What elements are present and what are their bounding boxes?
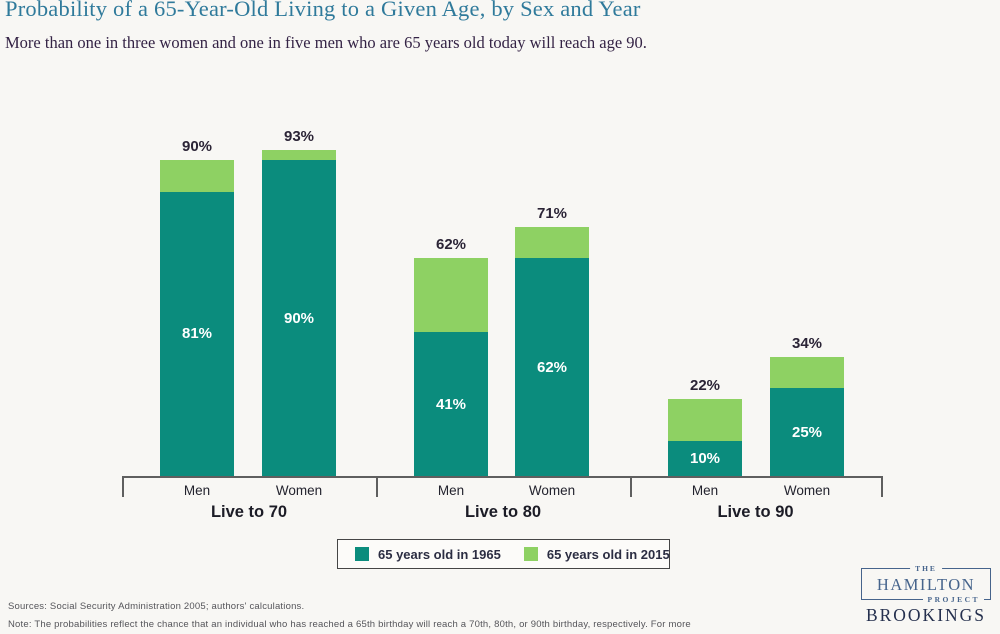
group-label-0: Live to 70 [210,503,288,521]
bar-live-to-80-men: 41% [414,258,488,476]
legend-label-2015: 65 years old in 2015 [546,546,670,562]
logo-project-text: PROJECT [923,595,984,604]
chart-title: Probability of a 65-Year-Old Living to a… [5,0,641,21]
bar-value-label-2015: 22% [689,376,721,394]
bar-segment-2015 [262,149,336,161]
bar-value-label-2015: 62% [435,236,467,254]
bar-segment-1965: 81% [160,191,234,476]
bar-value-label-2015: 93% [283,127,315,145]
bar-segment-1965: 10% [668,440,742,476]
bar-value-label-1965: 41% [435,395,467,413]
bar-live-to-80-women: 62% [515,226,589,476]
bar-segment-2015 [515,226,589,259]
bar-value-label-2015: 71% [536,204,568,222]
legend: 65 years old in 1965 65 years old in 201… [337,539,670,569]
brookings-logo: BROOKINGS [865,605,987,625]
logo-hamilton-text: HAMILTON [876,575,976,594]
category-label-women: Women [275,483,323,498]
bar-value-label-2015: 90% [181,138,213,156]
bar-segment-1965: 41% [414,332,488,476]
bar-value-label-1965: 90% [283,309,315,327]
bar-live-to-90-women: 25% [770,356,844,476]
category-label-women: Women [528,483,576,498]
category-label-women: Women [783,483,831,498]
note-text: Note: The probabilities reflect the chan… [8,619,691,630]
bar-value-label-1965: 25% [791,423,823,441]
bar-value-label-1965: 62% [536,358,568,376]
x-axis-tick-1 [376,476,378,497]
hamilton-project-logo: THE HAMILTON PROJECT [861,564,991,604]
category-label-men: Men [183,483,211,498]
legend-swatch-1965-icon [355,547,369,561]
bar-live-to-70-women: 90% [262,149,336,476]
bar-segment-1965: 25% [770,388,844,476]
x-axis-line [122,476,881,478]
bar-live-to-90-men: 10% [668,398,742,476]
bar-segment-2015 [414,258,488,333]
legend-label-1965: 65 years old in 1965 [378,546,501,562]
group-label-1: Live to 80 [464,503,542,521]
bar-segment-2015 [668,398,742,441]
group-label-2: Live to 90 [717,503,794,521]
x-axis-tick-2 [630,476,632,497]
category-label-men: Men [691,483,719,498]
legend-entry-2015: 65 years old in 2015 [523,546,670,562]
bar-value-label-1965: 81% [181,325,213,343]
bar-value-label-1965: 10% [689,449,721,467]
logo-the-text: THE [910,564,942,573]
bar-segment-2015 [770,356,844,389]
bar-live-to-70-men: 81% [160,160,234,476]
legend-entry-1965: 65 years old in 1965 [355,547,501,562]
x-axis-tick-0 [122,476,124,497]
sources-text: Sources: Social Security Administration … [8,601,305,612]
bar-segment-1965: 62% [515,258,589,476]
legend-swatch-2015-icon [523,547,538,561]
chart-subtitle: More than one in three women and one in … [5,33,647,52]
bar-segment-1965: 90% [262,160,336,476]
category-label-men: Men [437,483,465,498]
x-axis-tick-3 [881,476,883,497]
bar-value-label-2015: 34% [791,334,823,352]
bar-segment-2015 [160,160,234,192]
